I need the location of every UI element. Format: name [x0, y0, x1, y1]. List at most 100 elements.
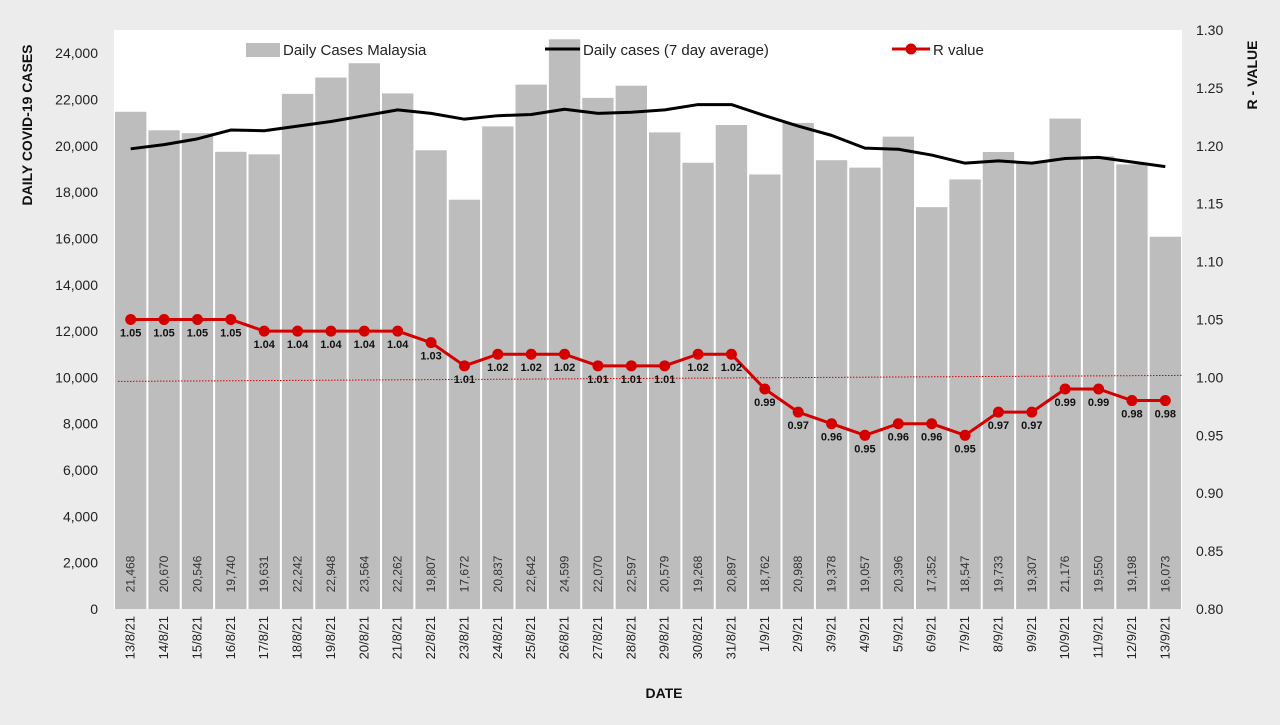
bar-value-label: 20,988	[791, 555, 805, 592]
avg-line-series	[130, 103, 1166, 169]
y2-tick-label: 1.20	[1196, 138, 1223, 154]
x-tick-label: 20/8/21	[356, 616, 371, 659]
x-tick-label: 14/8/21	[156, 616, 171, 659]
bar-value-label: 19,307	[1025, 555, 1039, 592]
bar	[1149, 236, 1181, 609]
bar	[615, 85, 647, 609]
x-axis: 13/8/21 14/8/21 15/8/21 16/8/21 17/8/21 18/8/…	[123, 616, 1173, 659]
r-value-line	[130, 318, 1166, 437]
r-value-point	[1126, 395, 1138, 407]
r-value-label: 0.95	[954, 443, 975, 455]
x-tick-label: 16/8/21	[223, 616, 238, 659]
x-tick-label: 11/9/21	[1091, 616, 1106, 658]
bar-value-label: 20,579	[658, 555, 672, 592]
x-tick-label: 17/8/21	[256, 616, 271, 659]
r-value-label: 0.95	[854, 443, 875, 455]
bar	[115, 111, 147, 609]
r-value-point	[125, 314, 137, 325]
y-tick-label: 14,000	[55, 277, 98, 293]
bar	[582, 97, 614, 610]
y-tick-label: 8,000	[63, 416, 98, 432]
x-tick-label: 13/8/21	[123, 616, 138, 659]
r-value-point	[325, 325, 337, 337]
bar-value-label: 19,807	[424, 555, 438, 592]
y-tick-label: 16,000	[55, 230, 98, 246]
r-value-point	[1059, 383, 1071, 395]
bar	[281, 93, 314, 609]
x-tick-label: 26/8/21	[557, 616, 572, 659]
bar-value-label: 17,672	[457, 555, 471, 592]
y2-tick-label: 1.25	[1196, 80, 1223, 96]
r-value-point	[1026, 406, 1038, 418]
bar-value-label: 20,546	[190, 555, 204, 592]
bar-value-label: 19,057	[858, 555, 872, 592]
legend: Daily Cases Malaysia Daily cases (7 day a…	[246, 42, 984, 59]
r-value-label: 0.99	[754, 397, 775, 409]
y-tick-label: 10,000	[55, 369, 98, 385]
bar-value-label: 18,547	[958, 555, 972, 592]
r-value-label: 0.97	[787, 420, 808, 432]
r-value-label: 0.97	[988, 420, 1009, 432]
r-value-point	[258, 325, 270, 337]
r-value-label: 0.99	[1088, 397, 1109, 409]
r-value-point	[358, 325, 370, 337]
r-value-point	[392, 325, 404, 337]
r-value-label: 1.02	[487, 362, 508, 374]
bar	[315, 77, 347, 610]
bar-value-label: 21,176	[1058, 555, 1072, 592]
y-tick-label: 20,000	[55, 138, 98, 154]
r-value-point	[926, 418, 938, 430]
y-tick-label: 12,000	[55, 323, 98, 339]
y2-tick-label: 0.85	[1196, 543, 1223, 559]
r-value-point	[492, 348, 504, 360]
reference-line	[117, 374, 1183, 382]
r-value-point	[826, 418, 838, 430]
r-value-point	[792, 406, 804, 418]
r-value-label: 0.96	[888, 432, 909, 444]
bar-value-label: 22,070	[591, 555, 605, 592]
r-value-label: 1.05	[187, 328, 208, 340]
x-tick-label: 3/9/21	[824, 616, 839, 652]
y2-tick-label: 1.00	[1196, 369, 1223, 385]
bar-value-label: 23,564	[357, 555, 371, 592]
r-value-point	[859, 429, 871, 441]
y2-tick-label: 0.90	[1196, 485, 1223, 501]
bar-value-label: 19,733	[991, 555, 1005, 592]
r-value-label: 1.01	[587, 374, 608, 386]
r-value-point	[725, 348, 737, 360]
x-tick-label: 8/9/21	[990, 616, 1005, 652]
r-value-label: 1.05	[120, 328, 141, 340]
r-value-label: 1.01	[454, 374, 475, 386]
bar	[148, 130, 180, 609]
x-tick-label: 31/8/21	[723, 616, 738, 659]
legend-swatch-bar	[246, 43, 280, 57]
x-tick-label: 10/9/21	[1057, 616, 1072, 659]
x-tick-label: 21/8/21	[390, 616, 405, 659]
r-value-label: 0.98	[1155, 409, 1176, 421]
bar	[682, 162, 714, 609]
bar	[782, 122, 814, 610]
legend-marker-r	[905, 43, 917, 55]
r-value-point	[225, 314, 237, 325]
r-value-label: 1.02	[520, 362, 541, 374]
bar	[181, 133, 214, 609]
legend-label: R value	[933, 42, 984, 59]
y-tick-label: 6,000	[63, 462, 98, 478]
bar	[1016, 161, 1048, 609]
r-value-series: 1.05 1.05 1.05 1.05 1.04 1.04 1.04 1.04 1.04 1.03…	[120, 314, 1176, 455]
r-value-point	[692, 348, 704, 360]
r-value-point	[559, 348, 571, 360]
legend-label: Daily Cases Malaysia	[283, 42, 427, 59]
x-tick-label: 4/9/21	[857, 616, 872, 652]
bar-value-label: 18,762	[758, 555, 772, 592]
bar	[1049, 118, 1081, 609]
x-axis-title: DATE	[645, 685, 682, 701]
r-value-label: 0.98	[1121, 409, 1142, 421]
bar	[882, 136, 914, 609]
x-tick-label: 7/9/21	[957, 616, 972, 652]
r-value-label: 0.96	[921, 432, 942, 444]
r-value-label: 1.05	[153, 328, 174, 340]
bar	[448, 199, 481, 609]
r-value-label: 1.04	[253, 339, 275, 351]
x-tick-label: 28/8/21	[623, 616, 638, 659]
